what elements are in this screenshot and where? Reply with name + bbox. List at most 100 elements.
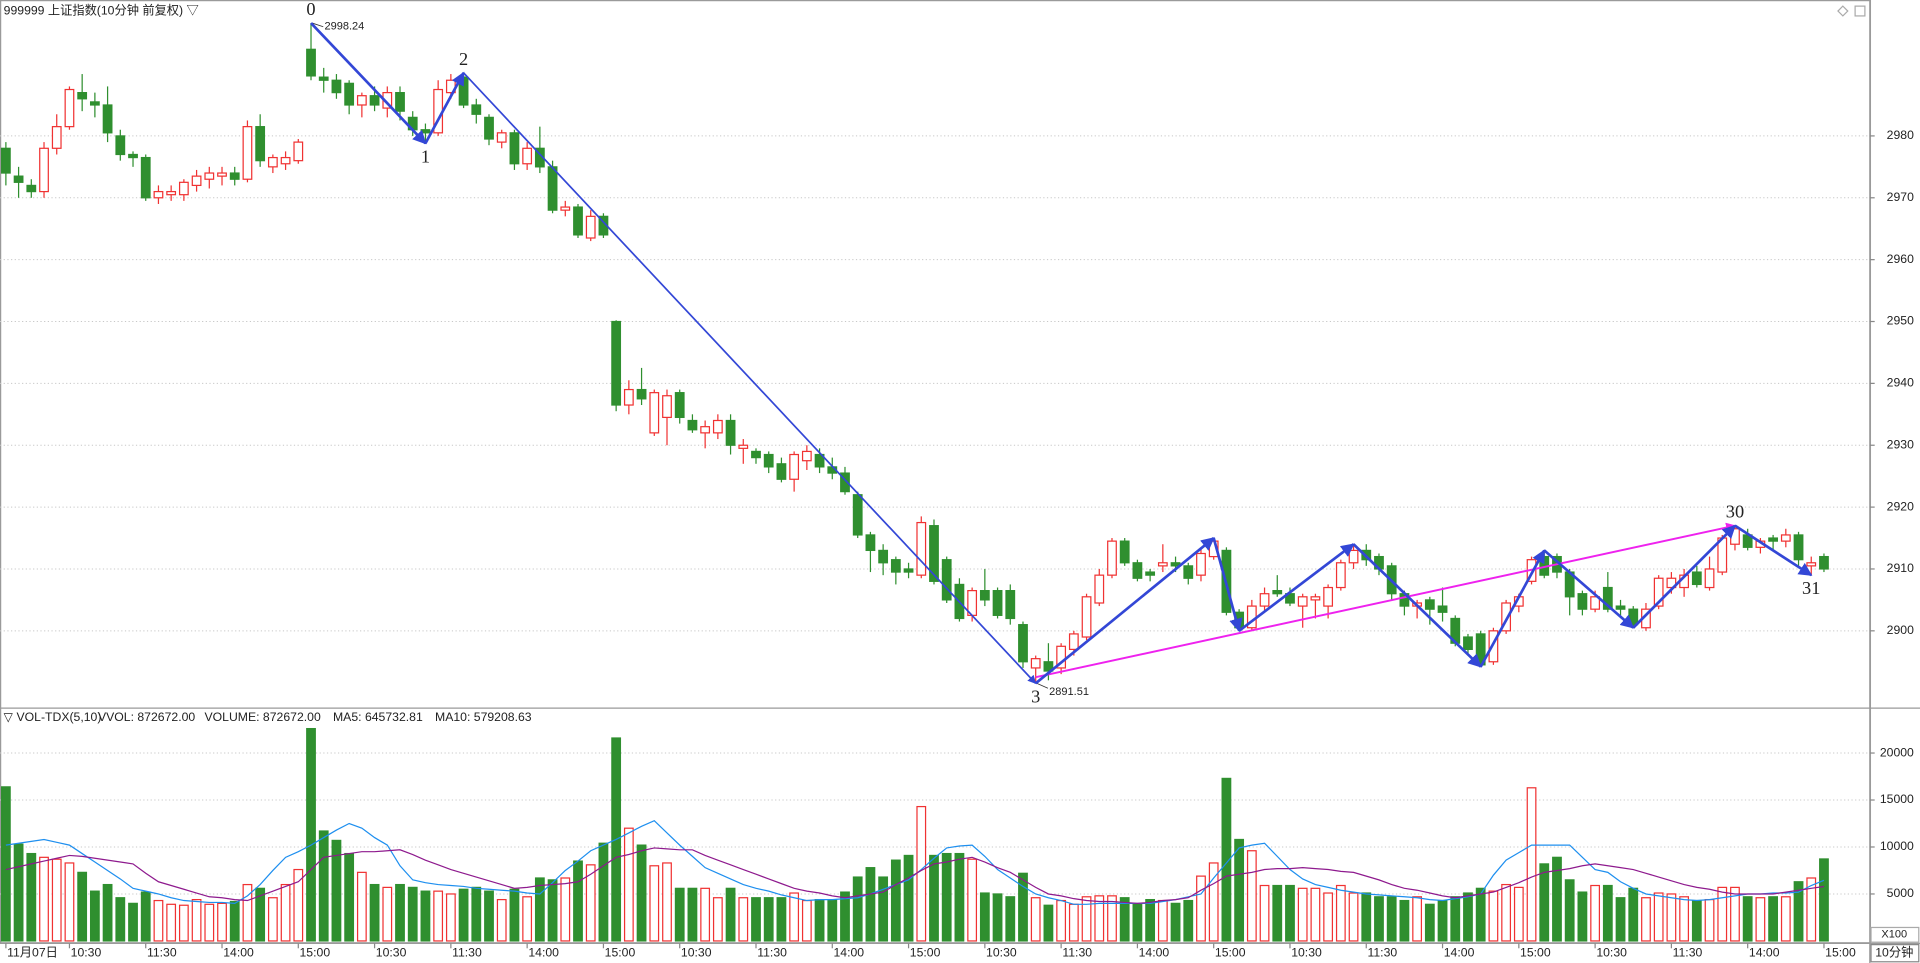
candle-body: [1043, 661, 1054, 672]
wave-label: 31: [1802, 578, 1820, 598]
volume-bar: [840, 891, 850, 942]
volume-bar: [1450, 896, 1461, 942]
candle-body: [471, 104, 482, 115]
unit-label: X100: [1881, 929, 1907, 941]
volume-bar: [242, 883, 253, 942]
candle-body: [789, 453, 800, 480]
volume-bar: [522, 896, 533, 942]
volume-bar: [776, 897, 787, 942]
candle-body: [1272, 590, 1283, 595]
icon: [1854, 5, 1866, 17]
candle-body: [840, 472, 850, 493]
y-tick-label: 2950: [1887, 314, 1914, 328]
volume-bar: [547, 879, 558, 942]
candle-body: [636, 388, 647, 400]
volume-bar: [929, 854, 939, 942]
candle-body: [128, 153, 138, 159]
candle-body: [1780, 534, 1791, 542]
volume-bar: [890, 859, 901, 942]
candle-body: [903, 568, 914, 573]
candle-body: [1488, 630, 1499, 663]
x-tick-label: 15:00: [910, 945, 941, 959]
x-tick-label: 14:00: [1444, 945, 1475, 959]
y-tick-label: 15000: [1880, 792, 1914, 806]
volume-bar: [128, 902, 138, 942]
y-tick-label: 10000: [1880, 839, 1914, 853]
candle-body: [865, 534, 876, 552]
candle-body: [623, 388, 634, 406]
volume-bar: [623, 827, 634, 942]
volume-bar: [267, 897, 278, 942]
y-tick-label: 2900: [1887, 623, 1914, 637]
volume-bar: [26, 852, 37, 942]
volume-bar: [1577, 891, 1588, 942]
volume-bar: [573, 860, 583, 942]
volume-bar: [1183, 899, 1194, 942]
volume-bar: [1030, 897, 1041, 942]
volume-bar: [306, 727, 316, 942]
candle-body: [1119, 540, 1130, 564]
volume-bar: [878, 876, 889, 942]
volume-bar: [102, 883, 113, 942]
candle-body: [1094, 574, 1105, 604]
volume-bar: [153, 899, 164, 942]
volume-bar: [217, 902, 227, 942]
volume-bar: [1793, 881, 1804, 942]
x-tick-label: 11:30: [1367, 945, 1397, 959]
x-tick-label: 14:00: [1139, 945, 1170, 959]
wave-label: 30: [1726, 502, 1744, 522]
candle-body: [763, 453, 774, 468]
x-tick-label: 11:30: [1062, 945, 1092, 959]
volume-bar: [712, 897, 723, 942]
candle-body: [496, 132, 507, 143]
x-tick-label: 14:00: [1749, 945, 1780, 959]
candle-body: [929, 525, 939, 582]
candle-body: [178, 181, 189, 196]
candle-body: [344, 82, 355, 106]
y-tick-label: 2960: [1887, 252, 1914, 266]
candle-body: [1056, 645, 1067, 669]
x-tick-label: 14:00: [528, 945, 559, 959]
volume-bar: [1374, 896, 1384, 942]
wave-label: 2: [459, 49, 468, 69]
volume-bar: [1628, 887, 1639, 942]
volume-bar: [1056, 899, 1067, 942]
candle-body: [229, 172, 240, 180]
volume-bar: [1285, 884, 1295, 942]
volume-bar: [77, 871, 88, 942]
candle-body: [687, 419, 698, 431]
volume-bar: [1424, 903, 1435, 942]
candle-body: [1806, 562, 1817, 567]
volume-bar: [649, 865, 660, 942]
x-tick-label: 10:30: [1291, 945, 1322, 959]
candle-body: [1730, 528, 1740, 545]
candle-body: [1183, 565, 1194, 579]
candle-body: [242, 126, 253, 180]
volume-bar: [1246, 850, 1257, 942]
volume-bar: [229, 900, 240, 942]
volume-bar: [496, 898, 507, 942]
volume-bar: [687, 887, 698, 942]
volume-bar: [1221, 777, 1232, 942]
volume-bar: [64, 862, 75, 942]
volume-bar: [1157, 899, 1168, 942]
volume-bar: [1653, 892, 1664, 942]
volume-bar: [1691, 899, 1702, 942]
volume-bar: [0, 786, 11, 942]
volume-bar: [395, 883, 405, 942]
candle-body: [700, 426, 711, 434]
y-tick-label: 20000: [1880, 745, 1914, 759]
volume-bar: [1386, 896, 1397, 942]
wave-label: 1: [421, 146, 430, 166]
candle-body: [1107, 540, 1117, 576]
candle-body: [1768, 537, 1779, 542]
volume-bar: [801, 899, 812, 942]
wave-segment: [1352, 543, 1482, 668]
candle-body: [13, 175, 24, 183]
candle-body: [776, 463, 787, 480]
candle-body: [26, 184, 37, 193]
candle-body: [1018, 624, 1028, 663]
x-tick-label: 15:00: [1215, 945, 1246, 959]
volume-bar: [318, 830, 329, 942]
candle-body: [331, 79, 342, 94]
